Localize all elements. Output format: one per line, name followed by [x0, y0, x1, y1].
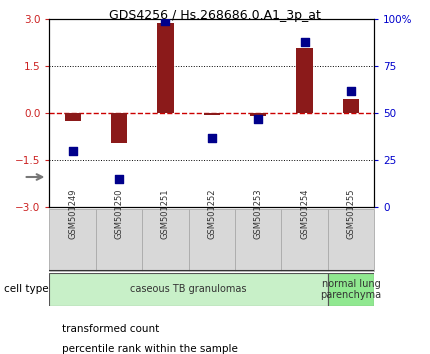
- Point: [116, 176, 123, 182]
- Text: caseous TB granulomas: caseous TB granulomas: [130, 284, 247, 295]
- Text: transformed count: transformed count: [62, 324, 160, 334]
- Text: normal lung
parenchyma: normal lung parenchyma: [320, 279, 381, 300]
- Text: GDS4256 / Hs.268686.0.A1_3p_at: GDS4256 / Hs.268686.0.A1_3p_at: [109, 9, 321, 22]
- Text: GSM501254: GSM501254: [300, 188, 309, 239]
- Bar: [111, 113, 127, 143]
- Bar: [235, 209, 281, 271]
- Bar: [157, 23, 174, 113]
- Bar: [281, 209, 328, 271]
- Bar: [49, 209, 96, 271]
- Bar: [64, 113, 81, 121]
- Text: GSM501251: GSM501251: [161, 188, 170, 239]
- Bar: [328, 209, 374, 271]
- Bar: [296, 47, 313, 113]
- Text: GSM501253: GSM501253: [254, 188, 263, 239]
- Point: [69, 148, 76, 154]
- Point: [347, 88, 354, 93]
- Bar: [328, 273, 374, 306]
- Text: GSM501255: GSM501255: [347, 188, 356, 239]
- Bar: [343, 99, 359, 113]
- Text: GSM501249: GSM501249: [68, 188, 77, 239]
- Text: GSM501252: GSM501252: [207, 188, 216, 239]
- Bar: [204, 113, 220, 115]
- Bar: [189, 209, 235, 271]
- Point: [301, 39, 308, 45]
- Text: cell type: cell type: [4, 284, 49, 295]
- Text: GSM501250: GSM501250: [114, 188, 123, 239]
- Bar: [142, 209, 189, 271]
- Text: percentile rank within the sample: percentile rank within the sample: [62, 344, 238, 354]
- Bar: [49, 273, 328, 306]
- Point: [162, 18, 169, 24]
- Bar: [96, 209, 142, 271]
- Point: [255, 116, 261, 122]
- Point: [209, 135, 215, 141]
- Bar: [250, 113, 266, 116]
